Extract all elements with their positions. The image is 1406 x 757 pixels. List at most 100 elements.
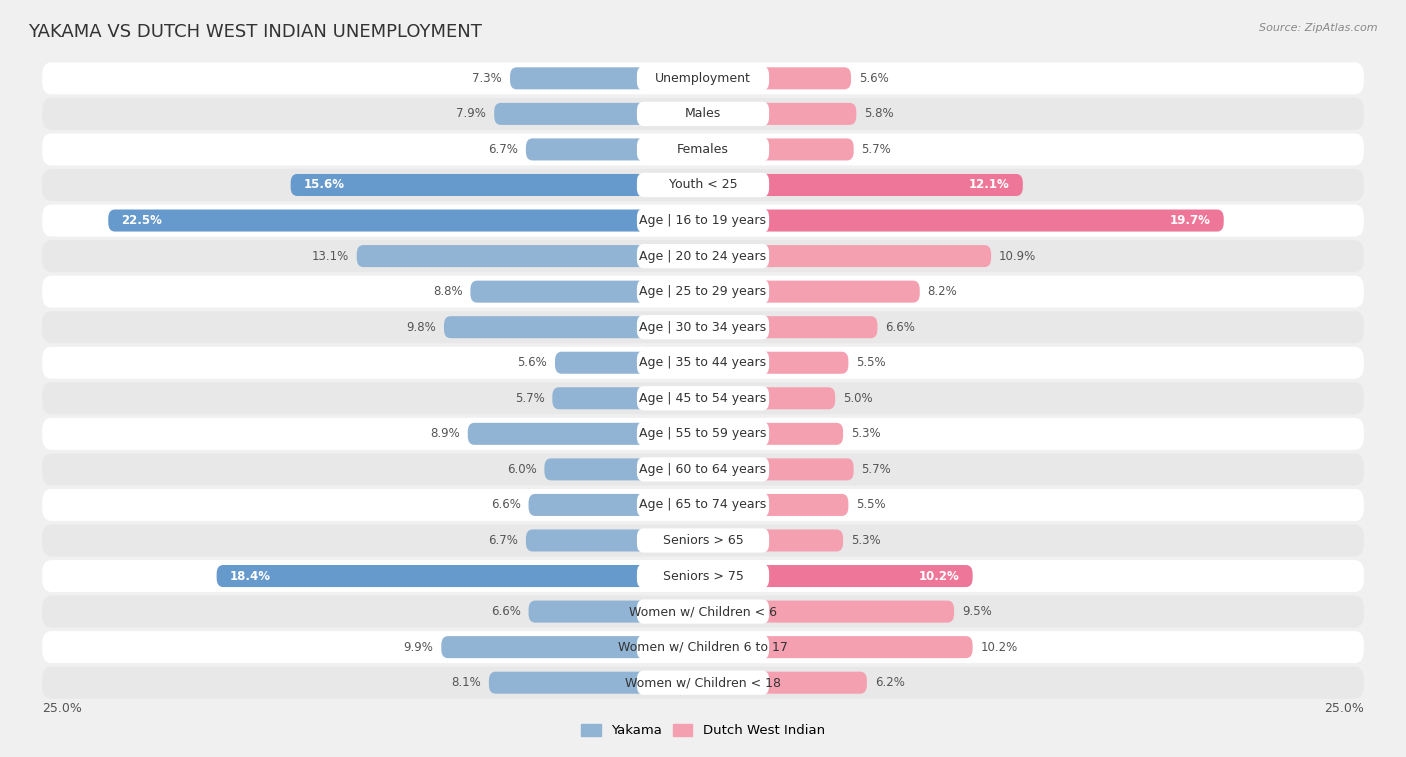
FancyBboxPatch shape [42,560,1364,592]
FancyBboxPatch shape [703,174,1022,196]
Text: Females: Females [678,143,728,156]
FancyBboxPatch shape [637,528,769,553]
FancyBboxPatch shape [637,564,769,588]
FancyBboxPatch shape [703,210,1223,232]
FancyBboxPatch shape [703,103,856,125]
Text: Age | 35 to 44 years: Age | 35 to 44 years [640,357,766,369]
Text: Males: Males [685,107,721,120]
FancyBboxPatch shape [703,281,920,303]
FancyBboxPatch shape [637,66,769,90]
FancyBboxPatch shape [703,565,973,587]
Text: 6.2%: 6.2% [875,676,904,689]
Text: Source: ZipAtlas.com: Source: ZipAtlas.com [1260,23,1378,33]
FancyBboxPatch shape [703,636,973,658]
Text: 6.6%: 6.6% [491,498,520,512]
Text: Women w/ Children < 6: Women w/ Children < 6 [628,605,778,618]
FancyBboxPatch shape [703,388,835,410]
Text: 9.8%: 9.8% [406,321,436,334]
FancyBboxPatch shape [468,423,703,445]
Text: 5.7%: 5.7% [862,143,891,156]
FancyBboxPatch shape [637,137,769,161]
FancyBboxPatch shape [42,453,1364,485]
Text: Age | 30 to 34 years: Age | 30 to 34 years [640,321,766,334]
Text: 9.9%: 9.9% [404,640,433,653]
FancyBboxPatch shape [42,62,1364,95]
FancyBboxPatch shape [637,635,769,659]
FancyBboxPatch shape [217,565,703,587]
Text: 15.6%: 15.6% [304,179,344,192]
FancyBboxPatch shape [42,240,1364,272]
FancyBboxPatch shape [637,279,769,304]
FancyBboxPatch shape [357,245,703,267]
Text: 8.2%: 8.2% [928,285,957,298]
Text: 18.4%: 18.4% [229,569,271,583]
FancyBboxPatch shape [444,316,703,338]
Text: Women w/ Children 6 to 17: Women w/ Children 6 to 17 [619,640,787,653]
FancyBboxPatch shape [555,352,703,374]
Text: 5.5%: 5.5% [856,498,886,512]
FancyBboxPatch shape [703,529,844,552]
FancyBboxPatch shape [526,529,703,552]
FancyBboxPatch shape [529,600,703,622]
FancyBboxPatch shape [637,493,769,517]
Text: 5.7%: 5.7% [515,392,544,405]
Text: 8.1%: 8.1% [451,676,481,689]
FancyBboxPatch shape [42,418,1364,450]
FancyBboxPatch shape [637,600,769,624]
Text: Age | 65 to 74 years: Age | 65 to 74 years [640,498,766,512]
Text: Women w/ Children < 18: Women w/ Children < 18 [626,676,780,689]
Text: 10.2%: 10.2% [980,640,1018,653]
Text: 8.8%: 8.8% [433,285,463,298]
FancyBboxPatch shape [529,494,703,516]
Text: 10.2%: 10.2% [918,569,959,583]
Text: 5.6%: 5.6% [517,357,547,369]
FancyBboxPatch shape [441,636,703,658]
FancyBboxPatch shape [637,315,769,339]
Text: Age | 45 to 54 years: Age | 45 to 54 years [640,392,766,405]
Text: 5.8%: 5.8% [865,107,894,120]
FancyBboxPatch shape [703,423,844,445]
FancyBboxPatch shape [637,244,769,268]
FancyBboxPatch shape [42,489,1364,521]
FancyBboxPatch shape [42,133,1364,166]
FancyBboxPatch shape [42,382,1364,414]
FancyBboxPatch shape [42,311,1364,343]
Text: Seniors > 75: Seniors > 75 [662,569,744,583]
FancyBboxPatch shape [637,350,769,375]
Text: Age | 16 to 19 years: Age | 16 to 19 years [640,214,766,227]
Text: 6.6%: 6.6% [491,605,520,618]
Legend: Yakama, Dutch West Indian: Yakama, Dutch West Indian [575,718,831,743]
FancyBboxPatch shape [637,422,769,446]
Text: Age | 55 to 59 years: Age | 55 to 59 years [640,428,766,441]
FancyBboxPatch shape [637,671,769,695]
FancyBboxPatch shape [637,386,769,410]
FancyBboxPatch shape [637,101,769,126]
FancyBboxPatch shape [544,458,703,481]
FancyBboxPatch shape [489,671,703,693]
Text: 22.5%: 22.5% [121,214,162,227]
FancyBboxPatch shape [42,667,1364,699]
Text: 10.9%: 10.9% [1000,250,1036,263]
Text: Youth < 25: Youth < 25 [669,179,737,192]
Text: 6.7%: 6.7% [488,143,517,156]
FancyBboxPatch shape [703,600,955,622]
Text: 13.1%: 13.1% [312,250,349,263]
FancyBboxPatch shape [703,316,877,338]
Text: Age | 60 to 64 years: Age | 60 to 64 years [640,463,766,476]
Text: 25.0%: 25.0% [1324,702,1364,715]
FancyBboxPatch shape [526,139,703,160]
Text: 5.3%: 5.3% [851,534,880,547]
Text: 5.5%: 5.5% [856,357,886,369]
FancyBboxPatch shape [637,173,769,197]
FancyBboxPatch shape [494,103,703,125]
FancyBboxPatch shape [703,494,848,516]
FancyBboxPatch shape [42,98,1364,130]
FancyBboxPatch shape [637,457,769,481]
Text: 6.7%: 6.7% [488,534,517,547]
FancyBboxPatch shape [637,208,769,232]
FancyBboxPatch shape [703,352,848,374]
Text: 9.5%: 9.5% [962,605,991,618]
FancyBboxPatch shape [42,631,1364,663]
FancyBboxPatch shape [42,204,1364,236]
FancyBboxPatch shape [703,67,851,89]
